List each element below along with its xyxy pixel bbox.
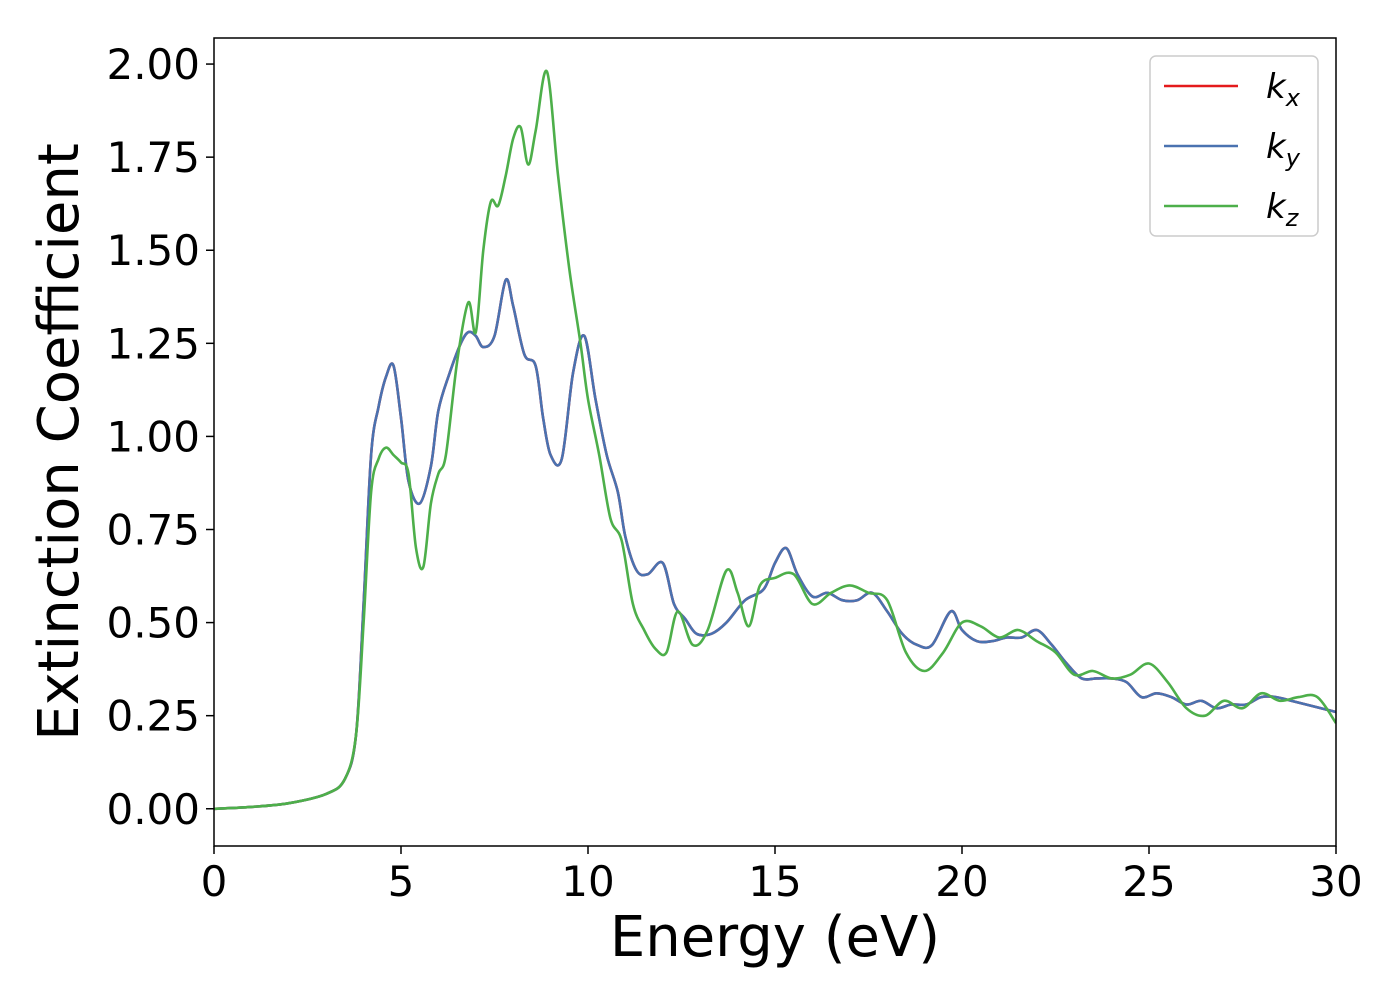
y-tick-label: 1.75	[106, 133, 200, 182]
series-line-k-y	[214, 277, 1336, 811]
x-tick-label: 20	[935, 857, 988, 906]
series-layer	[214, 69, 1336, 811]
legend-label-kx: kx	[1266, 67, 1301, 112]
y-tick-label: 0.25	[106, 692, 200, 741]
y-tick-label: 2.00	[106, 40, 200, 89]
y-axis-label: Extinction Coefficient	[27, 143, 92, 741]
x-tick-label: 25	[1122, 857, 1175, 906]
y-axis-ticks: 0.00 0.25 0.50 0.75 1.00 1.25 1.50 1.75 2.00	[106, 40, 214, 834]
legend: kx ky kz	[1149, 55, 1319, 237]
series-line-k-z	[214, 69, 1336, 811]
x-tick-label: 15	[748, 857, 801, 906]
x-tick-label: 30	[1309, 857, 1362, 906]
y-tick-label: 0.50	[106, 599, 200, 648]
x-axis-ticks: 0 5 10 15 20 25 30	[201, 846, 1363, 906]
legend-label-kz: kz	[1266, 187, 1300, 232]
legend-label-ky: ky	[1266, 127, 1301, 172]
y-tick-label: 0.00	[106, 785, 200, 834]
x-axis-label: Energy (eV)	[610, 905, 940, 970]
x-tick-label: 5	[388, 857, 415, 906]
y-tick-label: 1.50	[106, 226, 200, 275]
y-tick-label: 1.25	[106, 319, 200, 368]
y-tick-label: 0.75	[106, 506, 200, 555]
y-tick-label: 1.00	[106, 412, 200, 461]
x-tick-label: 0	[201, 857, 228, 906]
x-tick-label: 10	[561, 857, 614, 906]
